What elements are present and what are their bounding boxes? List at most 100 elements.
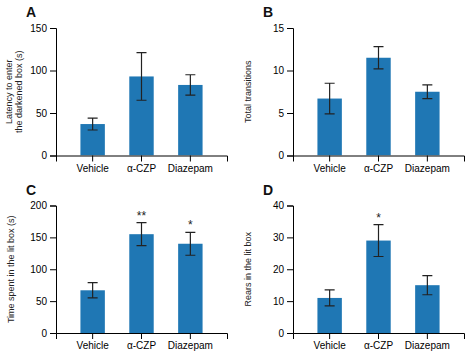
y-tick-label: 150 (30, 232, 47, 243)
y-tick: 40 (273, 200, 293, 211)
y-axis-line (287, 206, 294, 334)
y-axis-line (50, 29, 57, 157)
y-tick-mark (287, 113, 293, 114)
y-tick-mark (287, 269, 293, 270)
error-bar (137, 53, 147, 101)
panel: Vehicleα-CZPDiazepam010203040*Rears in t… (243, 182, 465, 352)
y-tick: 0 (41, 150, 56, 161)
y-axis: 010203040 (273, 200, 294, 339)
error-bar (185, 232, 195, 255)
y-tick-mark (50, 113, 56, 114)
x-tick-mark (92, 333, 93, 339)
x-tick-label: Vehicle (314, 163, 347, 174)
plot-area: Vehicleα-CZPDiazepam050100150 (30, 23, 227, 174)
x-tick: Diazepam (168, 156, 213, 174)
y-tick: 100 (30, 65, 56, 76)
x-axis: Vehicleα-CZPDiazepam (57, 156, 228, 174)
panel-title: C (26, 182, 36, 198)
x-tick-label: Vehicle (77, 340, 110, 351)
x-tick-label: Diazepam (405, 163, 450, 174)
y-axis-title: Rears in the lit box (243, 231, 253, 306)
marks (317, 225, 439, 333)
y-tick-label: 0 (278, 328, 284, 339)
marks (80, 53, 202, 156)
error-bar (374, 47, 384, 69)
y-tick-mark (50, 206, 56, 207)
x-tick: Vehicle (314, 156, 347, 174)
x-tick-mark (329, 333, 330, 339)
x-tick: α-CZP (364, 156, 393, 174)
x-axis-line (57, 334, 228, 340)
y-tick-label: 30 (273, 232, 285, 243)
y-axis-title: Total transitions (243, 60, 253, 123)
y-axis: 050100150 (30, 23, 56, 162)
y-axis: 050100150200 (30, 200, 56, 339)
y-tick: 150 (30, 232, 56, 243)
x-tick: α-CZP (127, 333, 156, 351)
error-bar (374, 225, 384, 257)
annotation: * (188, 218, 193, 232)
error-bar (88, 283, 98, 298)
y-tick: 20 (273, 264, 293, 275)
x-tick: Diazepam (405, 333, 450, 351)
x-tick-label: α-CZP (364, 340, 393, 351)
x-tick-label: Diazepam (168, 340, 213, 351)
y-tick-label: 0 (278, 150, 284, 161)
x-tick-mark (427, 156, 428, 162)
x-axis: Vehicle α-CZP Diazepam (294, 333, 465, 351)
y-tick: 30 (273, 232, 293, 243)
y-tick-label: 20 (273, 264, 285, 275)
x-tick-label: α-CZP (364, 163, 393, 174)
x-tick-label: Vehicle (77, 163, 110, 174)
plot-area: Vehicleα-CZPDiazepam010203040* (273, 200, 465, 351)
plot-area: Vehicleα-CZPDiazepam051015 (273, 23, 465, 174)
y-tick: 10 (273, 65, 293, 76)
error-bar (422, 85, 432, 99)
error-bar (88, 118, 98, 130)
x-tick: Vehicle (77, 156, 110, 174)
x-tick-mark (141, 333, 142, 339)
y-tick: 15 (273, 23, 293, 34)
x-tick-label: Diazepam (405, 340, 450, 351)
x-tick-mark (378, 156, 379, 162)
y-tick-mark (50, 269, 56, 270)
marks (80, 223, 202, 333)
x-tick: Vehicle (77, 333, 110, 351)
x-axis-line (294, 156, 465, 162)
error-bar (185, 75, 195, 95)
y-axis-title: Latency to enterthe darkened box (s) (4, 50, 24, 133)
x-tick: Diazepam (405, 156, 450, 174)
annotation: * (376, 211, 381, 225)
y-tick: 50 (36, 296, 56, 307)
x-axis-line (294, 334, 465, 340)
y-tick-label: 200 (30, 200, 47, 211)
error-bar (325, 83, 335, 114)
y-tick-label: 50 (36, 296, 48, 307)
y-tick-mark (287, 301, 293, 302)
error-bar (422, 276, 432, 295)
x-axis: Vehicle α-CZP Diazepam (57, 333, 228, 351)
panel: Vehicleα-CZPDiazepam050100150200***Time … (6, 182, 228, 352)
x-tick-label: Diazepam (168, 163, 213, 174)
y-axis-line (287, 29, 294, 157)
x-tick-mark (378, 333, 379, 339)
y-tick: 200 (30, 200, 56, 211)
error-bar (137, 223, 147, 246)
x-tick-mark (141, 156, 142, 162)
y-tick-label: 10 (273, 65, 285, 76)
y-tick-label: 150 (30, 23, 47, 34)
y-tick-label: 40 (273, 200, 285, 211)
y-tick-mark (287, 28, 293, 29)
plot-area: Vehicleα-CZPDiazepam050100150200*** (30, 200, 227, 351)
x-tick-label: α-CZP (127, 340, 156, 351)
x-tick-mark (190, 156, 191, 162)
y-tick-mark (287, 206, 293, 207)
y-tick-label: 0 (41, 150, 47, 161)
x-tick: Diazepam (168, 333, 213, 351)
error-bar (325, 290, 335, 306)
x-tick-label: Vehicle (314, 340, 347, 351)
panel: Vehicleα-CZPDiazepam050100150Latency to … (4, 4, 228, 174)
panel-title: B (263, 4, 273, 20)
y-tick: 0 (41, 328, 56, 339)
panel-title: A (26, 4, 36, 20)
